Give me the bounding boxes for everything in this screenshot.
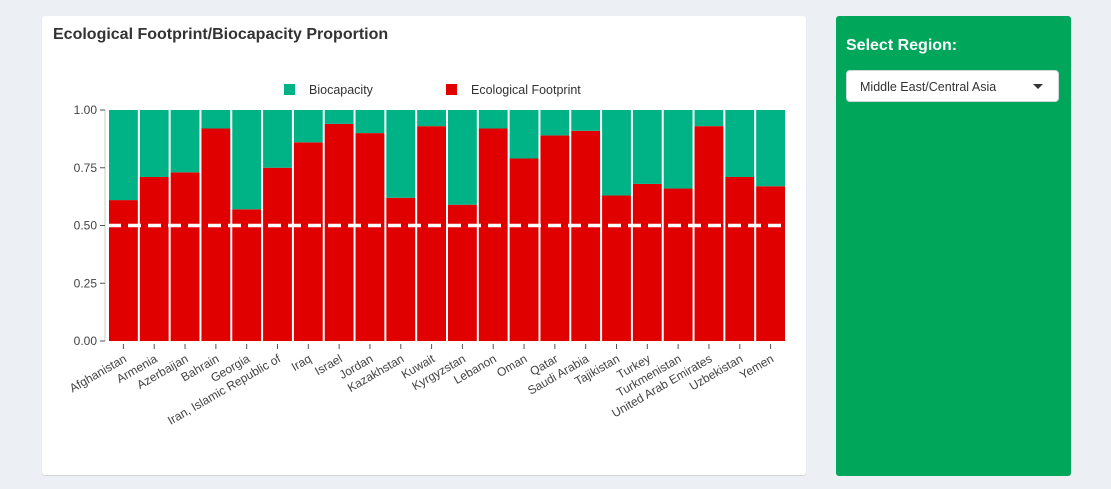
bar-biocapacity [540, 110, 570, 136]
chart-title: Ecological Footprint/Biocapacity Proport… [53, 26, 389, 43]
bar-footprint [417, 126, 446, 341]
bar-footprint [232, 209, 262, 341]
bar-footprint [694, 126, 724, 341]
bar-biocapacity [355, 110, 385, 134]
bar-footprint [109, 200, 138, 341]
bar-biocapacity [632, 110, 662, 184]
bar-footprint [355, 133, 385, 341]
bar-footprint [632, 183, 662, 341]
y-tick-label: 1.00 [74, 103, 98, 117]
bar-biocapacity [293, 110, 323, 143]
bar-footprint [201, 128, 231, 341]
bar-biocapacity [448, 110, 477, 205]
y-tick-label: 0.00 [74, 334, 98, 348]
bar-footprint [663, 188, 693, 341]
bar-biocapacity [201, 110, 231, 129]
bar-biocapacity [139, 110, 169, 177]
x-tick-label: Yemen [737, 351, 776, 382]
legend-label: Ecological Footprint [471, 83, 581, 97]
legend-swatch [446, 84, 457, 95]
caret-down-icon [1033, 84, 1043, 89]
bar-footprint [540, 135, 570, 341]
bar-footprint [602, 195, 631, 341]
select-region-label: Select Region: [846, 37, 958, 54]
legend-label: Biocapacity [309, 83, 374, 97]
bar-biocapacity [725, 110, 755, 177]
x-tick-label: Oman [494, 351, 529, 379]
bar-footprint [448, 204, 477, 341]
bar-biocapacity [571, 110, 601, 131]
bar-biocapacity [694, 110, 724, 127]
bar-biocapacity [509, 110, 539, 159]
bar-footprint [139, 176, 169, 341]
bar-biocapacity [756, 110, 785, 187]
legend-swatch [284, 84, 295, 95]
bar-footprint [293, 142, 323, 341]
bar-biocapacity [170, 110, 200, 173]
bar-biocapacity [232, 110, 262, 210]
bar-biocapacity [417, 110, 446, 127]
y-tick-label: 0.50 [74, 219, 98, 233]
stacked-bar-chart: 0.000.250.500.751.00AfghanistanArmeniaAz… [67, 83, 792, 428]
bar-biocapacity [478, 110, 508, 129]
x-tick-label: Iraq [289, 351, 314, 373]
bar-biocapacity [109, 110, 138, 201]
bar-biocapacity [324, 110, 354, 124]
region-sidebar: Select Region: Middle East/Central Asia [836, 16, 1071, 476]
chart-panel: Ecological Footprint/Biocapacity Proport… [42, 16, 806, 475]
bar-footprint [571, 130, 601, 341]
bar-biocapacity [263, 110, 292, 168]
bar-biocapacity [386, 110, 416, 198]
bar-footprint [756, 186, 785, 341]
bar-footprint [478, 128, 508, 341]
bar-footprint [170, 172, 200, 341]
region-select-value: Middle East/Central Asia [860, 80, 997, 94]
y-tick-label: 0.25 [74, 276, 98, 290]
bar-footprint [725, 176, 755, 341]
bar-footprint [263, 167, 292, 341]
bar-footprint [324, 123, 354, 341]
bar-biocapacity [663, 110, 693, 189]
bar-footprint [509, 158, 539, 341]
bar-biocapacity [602, 110, 631, 196]
y-tick-label: 0.75 [74, 161, 98, 175]
region-select[interactable]: Middle East/Central Asia [846, 70, 1059, 102]
bar-footprint [386, 197, 416, 341]
